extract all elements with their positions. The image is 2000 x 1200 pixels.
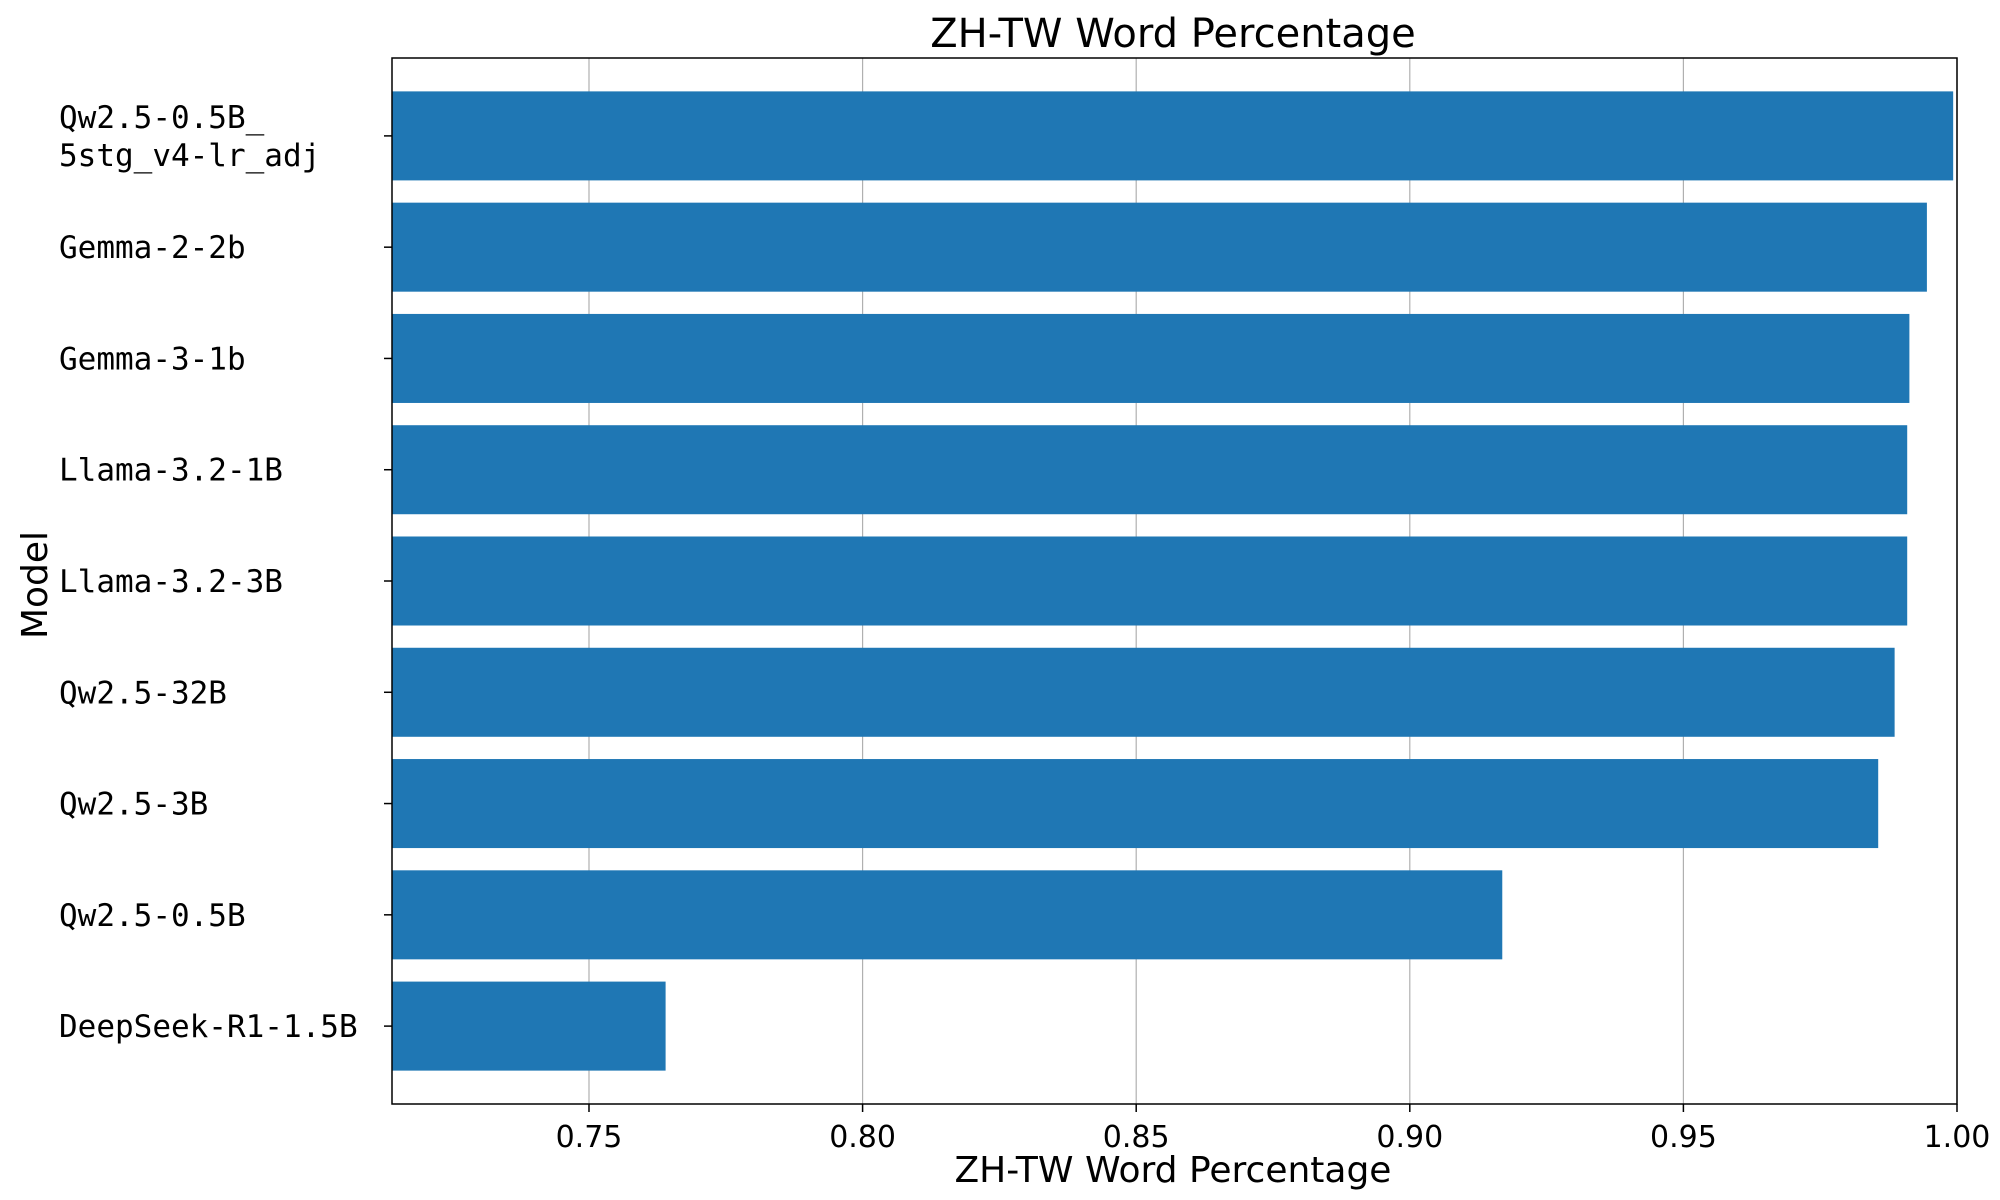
bars [392,91,1954,1071]
y-axis-ticks: Qw2.5-0.5B_ 5stg_v4-lr_adj Gemma-2-2b Gemma… [59,100,392,1045]
x-tick-label: 0.90 [1376,1120,1443,1155]
bar [392,202,1927,292]
y-tick-label: Gemma-3-1b [59,341,246,377]
x-axis-ticks: 0.75 0.80 0.85 0.90 0.95 1.00 [556,1104,1991,1155]
y-tick-label: Qw2.5-0.5B_ 5stg_v4-lr_adj [59,100,320,174]
bar [392,870,1503,960]
bar [392,647,1895,737]
bar [392,313,1910,403]
bar [392,91,1954,181]
y-tick-label: DeepSeek-R1-1.5B [59,1009,358,1045]
bar [392,536,1908,626]
y-tick-label: Qw2.5-3B [59,787,208,823]
y-tick-label: Qw2.5-32B [59,675,227,711]
x-tick-label: 0.95 [1650,1120,1717,1155]
x-tick-label: 0.85 [1103,1120,1170,1155]
y-tick-label: Llama-3.2-1B [59,453,283,489]
y-tick-label: Llama-3.2-3B [59,564,283,600]
y-axis-label: Model [15,531,56,639]
bar [392,425,1908,515]
x-tick-label: 0.80 [829,1120,896,1155]
y-tick-label: Gemma-2-2b [59,230,246,266]
bar [392,981,666,1071]
chart-title: ZH-TW Word Percentage [930,11,1416,57]
bar [392,759,1879,849]
y-tick-label: Qw2.5-0.5B [59,898,246,934]
x-axis-label: ZH-TW Word Percentage [955,1150,1392,1191]
x-tick-label: 1.00 [1924,1120,1991,1155]
x-tick-label: 0.75 [556,1120,623,1155]
